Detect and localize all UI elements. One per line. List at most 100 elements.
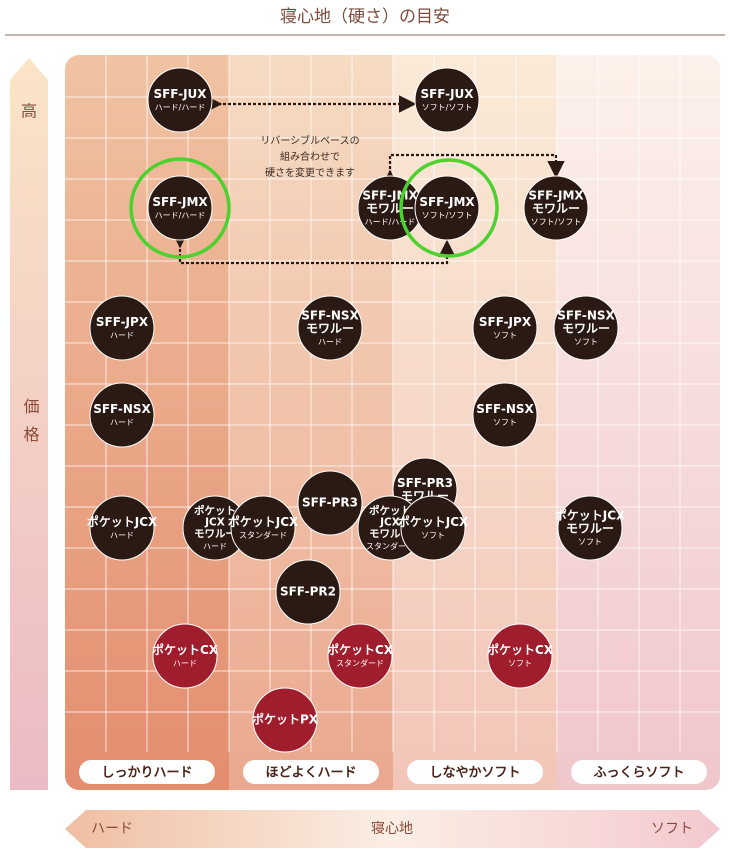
product-name: ポケットCX	[152, 642, 219, 657]
product-name: モワルー	[562, 322, 610, 336]
product-firmness: ソフト	[578, 538, 602, 547]
product-circle	[89, 295, 155, 361]
product-circle	[414, 175, 480, 241]
column-label: ふっくらソフト	[593, 766, 684, 781]
comfort-left: ハード	[91, 821, 133, 837]
product-firmness: ハード	[110, 531, 134, 540]
product-node: SFF-PR2	[275, 559, 341, 625]
connector	[171, 230, 456, 265]
product-circle	[252, 687, 318, 753]
product-circle	[152, 623, 218, 689]
product-name: SFF-JMX	[419, 195, 475, 209]
product-circle	[297, 470, 363, 536]
product-node: SFF-JUX ハード/ハード	[147, 67, 213, 133]
product-firmness: スタンダード	[336, 658, 384, 668]
product-node: ポケットJCX ハード	[87, 495, 158, 561]
product-firmness: ハード	[203, 542, 227, 551]
product-circle	[472, 382, 538, 448]
product-name: モワルー	[306, 322, 354, 336]
product-name: JCX	[379, 517, 400, 529]
product-name: ポケットJCX	[87, 514, 158, 529]
highlight-ring	[399, 158, 499, 258]
annotation: 組み合わせで	[280, 150, 340, 163]
product-name: ポケットPX	[252, 712, 319, 727]
product-name: SFF-JUX	[153, 87, 207, 101]
product-firmness: ハード	[110, 331, 134, 340]
highlight-ring	[129, 157, 231, 259]
product-firmness: ソフト/ソフト	[531, 218, 582, 227]
product-circle	[557, 495, 623, 561]
product-name: モワルー	[366, 202, 414, 216]
product-circle	[523, 175, 589, 241]
product-node: SFF-JMX ハード/ハード	[147, 175, 213, 241]
product-name: SFF-PR3	[302, 496, 358, 510]
product-name: モワルー	[369, 528, 411, 540]
column-button	[407, 760, 543, 784]
product-circle	[275, 559, 341, 625]
product-name: SFF-PR2	[280, 585, 336, 599]
product-firmness: ハード/ハード	[155, 211, 206, 220]
connectors	[171, 95, 565, 265]
product-name: ポケットCX	[327, 642, 394, 657]
comfort-label: 寝心地	[371, 820, 413, 837]
annotation: 硬さを変更できます	[265, 166, 355, 179]
product-firmness: ソフト	[508, 659, 532, 668]
product-node: SFF-PR3	[297, 470, 363, 536]
product-node: ポケットCX ソフト	[487, 623, 554, 689]
product-name: モワルー	[194, 528, 236, 540]
product-name: SFF-NSX	[301, 309, 359, 323]
product-circle	[297, 295, 363, 361]
product-circle	[487, 623, 553, 689]
product-node: SFF-JPX ハード	[89, 295, 155, 361]
product-circle	[472, 295, 538, 361]
product-node: SFF-NSX ソフト	[472, 382, 538, 448]
comfort-arrow	[65, 810, 720, 848]
product-name: SFF-NSX	[93, 402, 151, 416]
product-firmness: ハード/ハード	[365, 218, 416, 227]
column-label: ほどよくハード	[265, 766, 356, 781]
product-circle	[147, 67, 213, 133]
product-firmness: スタンダード	[366, 541, 414, 551]
product-circle	[89, 495, 155, 561]
column-button	[571, 760, 707, 784]
product-name: SFF-PR3	[397, 476, 453, 490]
product-firmness: ハード/ハード	[155, 103, 206, 112]
product-firmness: スタンダード	[239, 530, 287, 540]
product-firmness: ハード	[318, 338, 342, 347]
product-name: SFF-NSX	[476, 402, 534, 416]
product-name: SFF-JPX	[96, 315, 149, 329]
product-name: SFF-JPX	[479, 315, 532, 329]
price-arrow	[10, 58, 48, 790]
annotation: リバーシブルベースの	[260, 134, 359, 147]
product-circle	[553, 295, 619, 361]
product-name: SFF-JMX	[528, 189, 584, 203]
product-node: ポケットPX	[252, 687, 319, 753]
product-node: ポケットJCX ソフト	[398, 495, 469, 561]
product-name: SFF-JUX	[420, 87, 474, 101]
product-firmness: ソフト/ソフト	[422, 103, 473, 112]
product-firmness: ハード	[110, 418, 134, 427]
product-node: SFF-JPX ソフト	[472, 295, 538, 361]
product-firmness: ソフト	[421, 531, 445, 540]
product-node: ポケットCX ハード	[152, 623, 219, 689]
product-firmness: ハード	[173, 659, 197, 668]
product-circle	[327, 623, 393, 689]
product-node: SFF-NSX ハード	[89, 382, 155, 448]
product-name: ポケット	[194, 504, 236, 517]
connector	[381, 153, 565, 188]
title: 寝心地（硬さ）の目安	[280, 6, 450, 27]
product-name: SFF-JMX	[362, 189, 418, 203]
product-circle	[414, 67, 480, 133]
product-circle	[89, 382, 155, 448]
product-name: ポケットCX	[487, 642, 554, 657]
product-name: ポケット	[369, 504, 411, 517]
product-name: ポケットJCX	[555, 508, 626, 523]
